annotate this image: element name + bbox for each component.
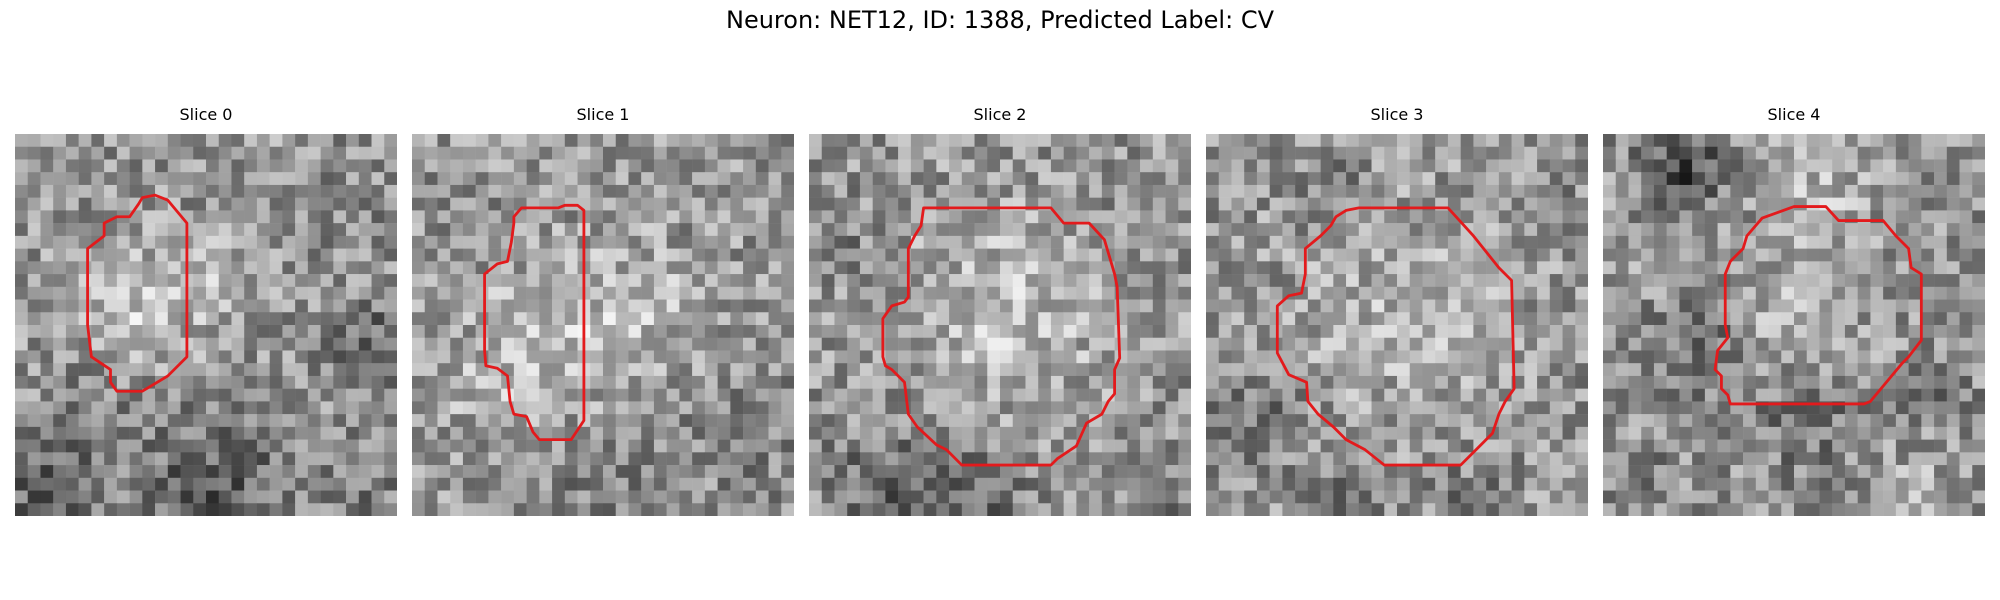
slice-image-0 xyxy=(15,134,397,516)
slice-title-0: Slice 0 xyxy=(179,105,233,124)
slice-image-3 xyxy=(1206,134,1588,516)
roi-contour-0 xyxy=(86,193,189,393)
roi-contour-4 xyxy=(1713,205,1923,406)
slice-pixels-0 xyxy=(15,134,397,516)
figure-title: Neuron: NET12, ID: 1388, Predicted Label… xyxy=(726,6,1274,34)
roi-contour-3 xyxy=(1275,206,1516,467)
roi-contour-2 xyxy=(881,206,1122,467)
slice-image-4 xyxy=(1603,134,1985,516)
slice-image-1 xyxy=(412,134,794,516)
slice-image-2 xyxy=(809,134,1191,516)
slice-pixels-3 xyxy=(1206,134,1588,516)
slice-pixels-2 xyxy=(809,134,1191,516)
roi-contour-1 xyxy=(483,203,586,442)
slice-title-2: Slice 2 xyxy=(973,105,1027,124)
slice-pixels-4 xyxy=(1603,134,1985,516)
slice-title-3: Slice 3 xyxy=(1370,105,1424,124)
slice-title-4: Slice 4 xyxy=(1767,105,1821,124)
slice-pixels-1 xyxy=(412,134,794,516)
slice-title-1: Slice 1 xyxy=(576,105,630,124)
